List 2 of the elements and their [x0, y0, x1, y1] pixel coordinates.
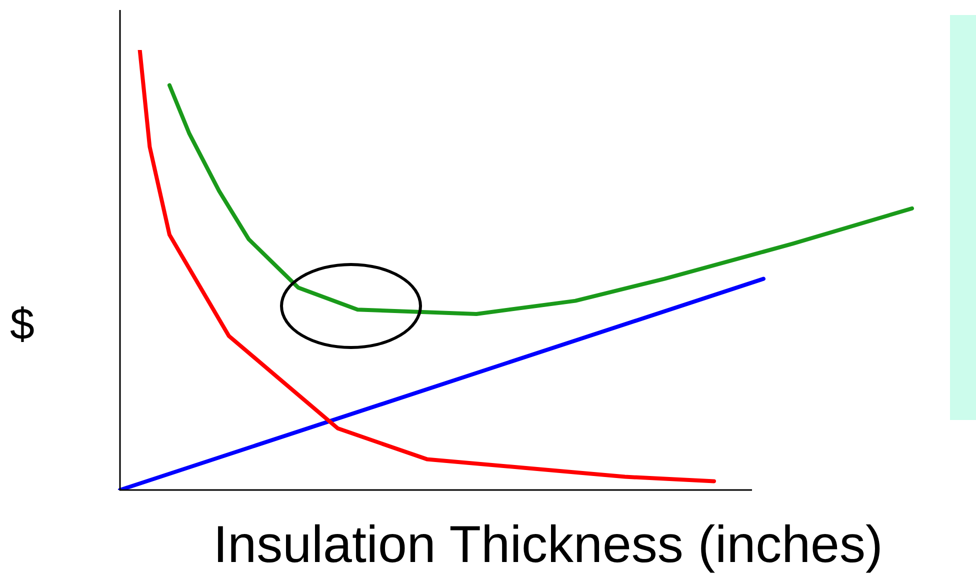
- y-axis-title: $: [10, 300, 34, 350]
- x-axis-title: Insulation Thickness (inches): [212, 515, 884, 575]
